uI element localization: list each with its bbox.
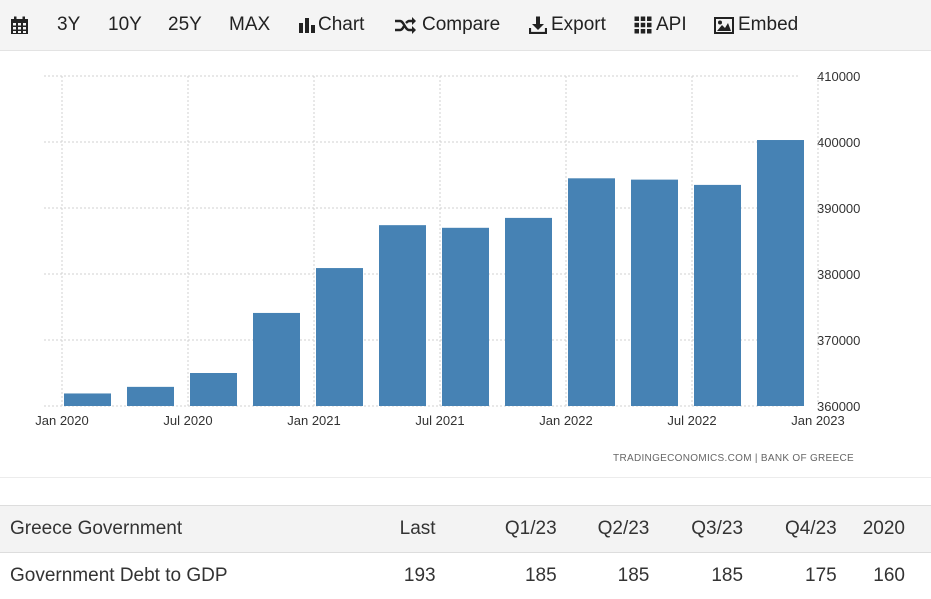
x-tick-label: Jan 2021 bbox=[287, 413, 341, 428]
y-tick-label: 380000 bbox=[817, 267, 860, 282]
table-separator bbox=[0, 477, 931, 478]
table-header-cell: Q1/23 bbox=[461, 505, 583, 553]
calendar-icon bbox=[10, 16, 29, 35]
api-label: API bbox=[656, 14, 687, 35]
embed-label: Embed bbox=[738, 14, 799, 35]
compare-label: Compare bbox=[422, 14, 501, 35]
bar bbox=[64, 393, 111, 406]
shuffle-icon bbox=[394, 16, 416, 34]
api-button[interactable]: API bbox=[634, 0, 687, 50]
bar bbox=[442, 227, 489, 406]
bar bbox=[631, 179, 678, 406]
table-row[interactable]: Government Debt to GDP 193 185 185 185 1… bbox=[0, 553, 931, 599]
table-header-cell: Last bbox=[369, 505, 462, 553]
table-cell: 160 bbox=[873, 565, 905, 586]
chart-button[interactable]: Chart bbox=[298, 0, 364, 50]
range-25y-label: 25Y bbox=[168, 14, 202, 35]
table-header-cell: Q2/23 bbox=[582, 505, 676, 553]
source-credit: TRADINGECONOMICS.COM | BANK OF GREECE bbox=[613, 453, 854, 464]
debt-bar-chart: 360000 370000 380000 390000 400000 410000 Jan … bbox=[35, 69, 860, 464]
bar bbox=[568, 178, 615, 406]
x-tick-label: Jul 2020 bbox=[163, 413, 212, 428]
bar bbox=[694, 184, 741, 406]
y-tick-label: 410000 bbox=[817, 69, 860, 84]
export-label: Export bbox=[551, 14, 606, 35]
table-cell: 185 bbox=[617, 565, 650, 586]
table-cell: 175 bbox=[805, 565, 837, 586]
range-3y-button[interactable]: 3Y bbox=[57, 0, 80, 50]
x-tick-label: Jan 2020 bbox=[35, 413, 89, 428]
data-table: Greece Government Last Q1/23 Q2/23 Q3/23… bbox=[0, 505, 931, 599]
table-cell: 193 bbox=[403, 565, 436, 586]
bar-chart-icon bbox=[298, 16, 316, 34]
toolbar: 3Y 10Y 25Y MAX Chart Compare Export bbox=[0, 0, 931, 51]
range-max-label: MAX bbox=[229, 14, 271, 35]
chart-area: 360000 370000 380000 390000 400000 410000 Jan … bbox=[0, 51, 931, 476]
table-cell: 185 bbox=[711, 565, 744, 586]
bar bbox=[127, 386, 174, 406]
x-tick-label: Jul 2021 bbox=[415, 413, 464, 428]
compare-button[interactable]: Compare bbox=[394, 0, 500, 50]
range-10y-label: 10Y bbox=[108, 14, 142, 35]
bar bbox=[253, 312, 300, 406]
bar bbox=[316, 268, 363, 406]
table-header-row: Greece Government Last Q1/23 Q2/23 Q3/23… bbox=[0, 505, 931, 553]
range-3y-label: 3Y bbox=[57, 14, 81, 35]
x-tick-label: Jan 2023 bbox=[791, 413, 845, 428]
bar bbox=[190, 373, 237, 406]
range-max-button[interactable]: MAX bbox=[229, 0, 270, 50]
grid-icon bbox=[634, 16, 652, 34]
x-tick-label: Jan 2022 bbox=[539, 413, 593, 428]
table-header-cell: Q3/23 bbox=[675, 505, 770, 553]
table-header-cell: Greece Government bbox=[0, 505, 370, 553]
download-icon bbox=[529, 16, 547, 34]
bar bbox=[757, 140, 804, 406]
table-header-cell: 2020 bbox=[862, 505, 931, 553]
image-icon bbox=[714, 16, 734, 34]
embed-button[interactable]: Embed bbox=[714, 0, 798, 50]
y-tick-label: 370000 bbox=[817, 333, 860, 348]
bar bbox=[379, 225, 426, 406]
table-cell: 185 bbox=[524, 565, 557, 586]
x-tick-label: Jul 2022 bbox=[667, 413, 716, 428]
range-10y-button[interactable]: 10Y bbox=[108, 0, 142, 50]
calendar-button[interactable] bbox=[10, 0, 33, 50]
chart-label: Chart bbox=[318, 14, 365, 35]
table-cell[interactable]: Government Debt to GDP bbox=[10, 565, 228, 586]
y-tick-label: 400000 bbox=[817, 135, 860, 150]
range-25y-button[interactable]: 25Y bbox=[168, 0, 202, 50]
export-button[interactable]: Export bbox=[529, 0, 606, 50]
table-header-cell: Q4/23 bbox=[769, 505, 863, 553]
y-tick-label: 390000 bbox=[817, 201, 860, 216]
bar bbox=[505, 217, 552, 406]
y-tick-label: 360000 bbox=[817, 399, 860, 414]
